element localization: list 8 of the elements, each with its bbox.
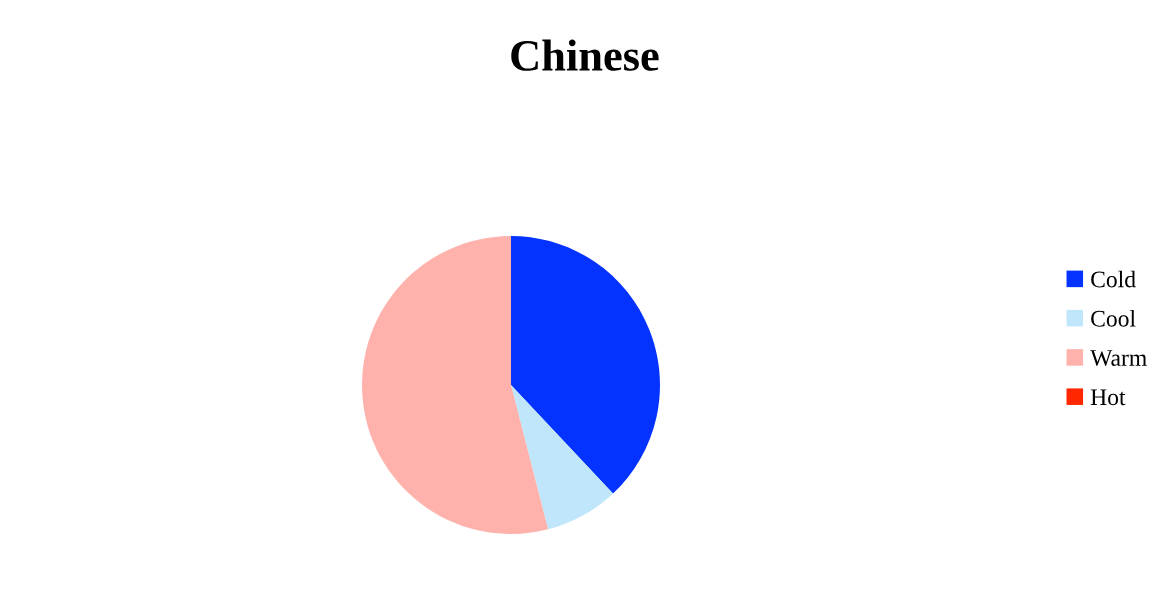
legend-label: Cold <box>1091 270 1136 288</box>
legend-label: Warm <box>1090 350 1147 367</box>
legend-label: Cool <box>1091 310 1136 327</box>
pie-slice <box>511 385 613 530</box>
pie-slice <box>362 236 549 534</box>
legend-label: Hot <box>1090 389 1126 406</box>
chart-title: Chinese <box>511 39 659 71</box>
pie-slice <box>511 236 660 494</box>
